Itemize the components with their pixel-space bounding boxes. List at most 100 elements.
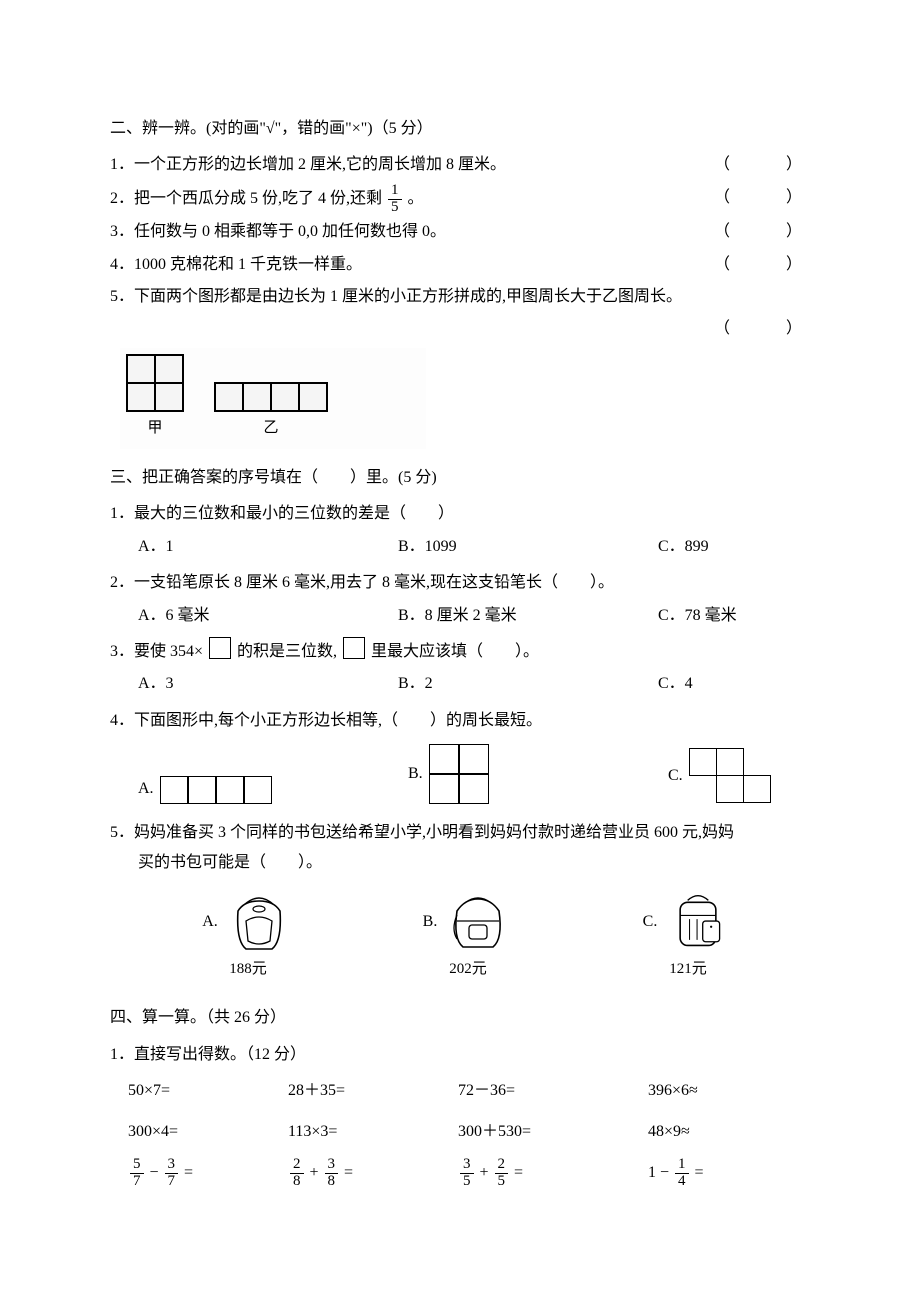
fraction: 35 xyxy=(460,1157,474,1190)
option-b: B．1099 xyxy=(398,532,658,562)
s4-q1-title: 1．直接写出得数。（12 分） xyxy=(110,1040,810,1070)
option-a: A. 188元 xyxy=(138,891,358,984)
option-c-label: C. xyxy=(643,907,658,937)
s3-q3-text: 3．要使 354× 的积是三位数, 里最大应该填（ ）。 xyxy=(110,637,810,667)
option-a-label: A. xyxy=(138,774,154,804)
s3-q2: 2．一支铅笔原长 8 厘米 6 毫米,用去了 8 毫米,现在这支铅笔长（ ）。 … xyxy=(110,568,810,631)
s3-q1: 1．最大的三位数和最小的三位数的差是（ ） A．1 B．1099 C．899 xyxy=(110,499,810,562)
s3-q2-options: A．6 毫米 B．8 厘米 2 毫米 C．78 毫米 xyxy=(138,601,810,631)
frac-num: 1 xyxy=(675,1157,689,1174)
option-a: A．1 xyxy=(138,532,398,562)
figure-yi: 乙 xyxy=(214,382,328,443)
frac-num: 2 xyxy=(495,1157,509,1174)
frac-num: 2 xyxy=(290,1157,304,1174)
op: − xyxy=(150,1164,159,1181)
s3-q3-options: A．3 B．2 C．4 xyxy=(138,669,810,699)
s3-q3-c: 里最大应该填（ ）。 xyxy=(371,643,539,660)
caption-jia: 甲 xyxy=(147,414,162,443)
calc-cell-frac: 1 − 14 = xyxy=(648,1157,798,1190)
s2-q4-text: 4．1000 克棉花和 1 千克铁一样重。 xyxy=(110,256,362,273)
blank-box-icon xyxy=(343,637,365,659)
option-a-label: A. xyxy=(202,907,218,937)
s2-q4: 4．1000 克棉花和 1 千克铁一样重。 （ ） xyxy=(110,250,810,280)
s2-q1: 1．一个正方形的边长增加 2 厘米,它的周长增加 8 厘米。 （ ） xyxy=(110,150,810,180)
option-b: B．2 xyxy=(398,669,658,699)
calc-cell: 48×9≈ xyxy=(648,1117,798,1147)
shape-l-icon xyxy=(689,748,773,804)
option-c: C．78 毫米 xyxy=(658,601,808,631)
calc-cell: 300＋530= xyxy=(458,1117,648,1147)
calc-cell: 28＋35= xyxy=(288,1076,458,1106)
frac-num: 1 xyxy=(388,183,402,200)
option-b-label: B. xyxy=(423,907,438,937)
answer-paren: （ ） xyxy=(714,150,810,180)
option-c-label: C. xyxy=(668,761,683,791)
caption-yi: 乙 xyxy=(263,414,278,443)
s3-q4: 4．下面图形中,每个小正方形边长相等,（ ）的周长最短。 A. B. C. xyxy=(110,706,810,804)
option-b: B．8 厘米 2 毫米 xyxy=(398,601,658,631)
frac-num: 3 xyxy=(460,1157,474,1174)
answer-paren: （ ） xyxy=(714,217,810,247)
figure-jia: 甲 xyxy=(126,354,184,443)
s2-q3-text: 3．任何数与 0 相乘都等于 0,0 加任何数也得 0。 xyxy=(110,223,446,240)
frac-den: 5 xyxy=(495,1174,509,1190)
answer-paren: （ ） xyxy=(714,250,810,280)
eq: = xyxy=(695,1164,704,1181)
calc-cell-frac: 35 + 25 = xyxy=(458,1157,648,1190)
s3-q4-text: 4．下面图形中,每个小正方形边长相等,（ ）的周长最短。 xyxy=(110,706,810,736)
grid-1x4-icon xyxy=(214,382,328,412)
calc-cell-frac: 28 + 38 = xyxy=(288,1157,458,1190)
blank-box-icon xyxy=(209,637,231,659)
s2-q3: 3．任何数与 0 相乘都等于 0,0 加任何数也得 0。 （ ） xyxy=(110,217,810,247)
s3-q2-text: 2．一支铅笔原长 8 厘米 6 毫米,用去了 8 毫米,现在这支铅笔长（ ）。 xyxy=(110,568,810,598)
fraction: 28 xyxy=(290,1157,304,1190)
backpack-b-icon xyxy=(443,891,513,953)
price-c: 121元 xyxy=(669,955,707,984)
calc-cell: 72－36= xyxy=(458,1076,648,1106)
calc-cell: 396×6≈ xyxy=(648,1076,798,1106)
fraction: 14 xyxy=(675,1157,689,1190)
option-c: C. xyxy=(668,748,773,804)
frac-den: 7 xyxy=(130,1174,144,1190)
backpack-a-icon xyxy=(224,891,294,953)
frac-den: 5 xyxy=(388,200,402,216)
s3-q3-a: 3．要使 354× xyxy=(110,643,203,660)
fraction: 37 xyxy=(165,1157,179,1190)
section-4-title: 四、算一算。（共 26 分） xyxy=(110,1003,810,1033)
s2-q5: 5．下面两个图形都是由边长为 1 厘米的小正方形拼成的,甲图周长大于乙图周长。 … xyxy=(110,282,810,449)
eq: = xyxy=(344,1164,353,1181)
calc-cell-frac: 57 − 37 = xyxy=(128,1157,288,1190)
s3-q1-text: 1．最大的三位数和最小的三位数的差是（ ） xyxy=(110,499,810,529)
op: + xyxy=(480,1164,489,1181)
calc-cell: 113×3= xyxy=(288,1117,458,1147)
option-c: C．899 xyxy=(658,532,808,562)
fraction: 57 xyxy=(130,1157,144,1190)
op: − xyxy=(660,1164,669,1181)
one: 1 xyxy=(648,1164,656,1181)
frac-num: 3 xyxy=(325,1157,339,1174)
option-c: C．4 xyxy=(658,669,808,699)
grid-2x2-icon xyxy=(126,354,184,412)
s2-q2: 2．把一个西瓜分成 5 份,吃了 4 份,还剩 1 5 。 （ ） xyxy=(110,183,810,216)
section-3-title: 三、把正确答案的序号填在（ ）里。(5 分) xyxy=(110,463,810,493)
op: + xyxy=(310,1164,319,1181)
frac-den: 5 xyxy=(460,1174,474,1190)
calc-cell: 50×7= xyxy=(128,1076,288,1106)
s3-q1-options: A．1 B．1099 C．899 xyxy=(138,532,810,562)
fraction-1-5: 1 5 xyxy=(388,183,402,216)
eq: = xyxy=(514,1164,523,1181)
s3-q4-options: A. B. C. xyxy=(138,744,810,804)
answer-paren: （ ） xyxy=(714,314,810,344)
shape-2x2-icon xyxy=(429,744,489,804)
fraction: 38 xyxy=(325,1157,339,1190)
s3-q5: 5．妈妈准备买 3 个同样的书包送给希望小学,小明看到妈妈付款时递给营业员 60… xyxy=(110,818,810,983)
s2-q2-text-b: 。 xyxy=(408,190,424,207)
s2-q5-text: 5．下面两个图形都是由边长为 1 厘米的小正方形拼成的,甲图周长大于乙图周长。 xyxy=(110,288,682,305)
s2-q5-figures: 甲 乙 xyxy=(120,348,426,449)
frac-den: 4 xyxy=(675,1174,689,1190)
s3-q3: 3．要使 354× 的积是三位数, 里最大应该填（ ）。 A．3 B．2 C．4 xyxy=(110,637,810,700)
price-b: 202元 xyxy=(449,955,487,984)
option-a: A．3 xyxy=(138,669,398,699)
frac-den: 7 xyxy=(165,1174,179,1190)
option-a: A．6 毫米 xyxy=(138,601,398,631)
